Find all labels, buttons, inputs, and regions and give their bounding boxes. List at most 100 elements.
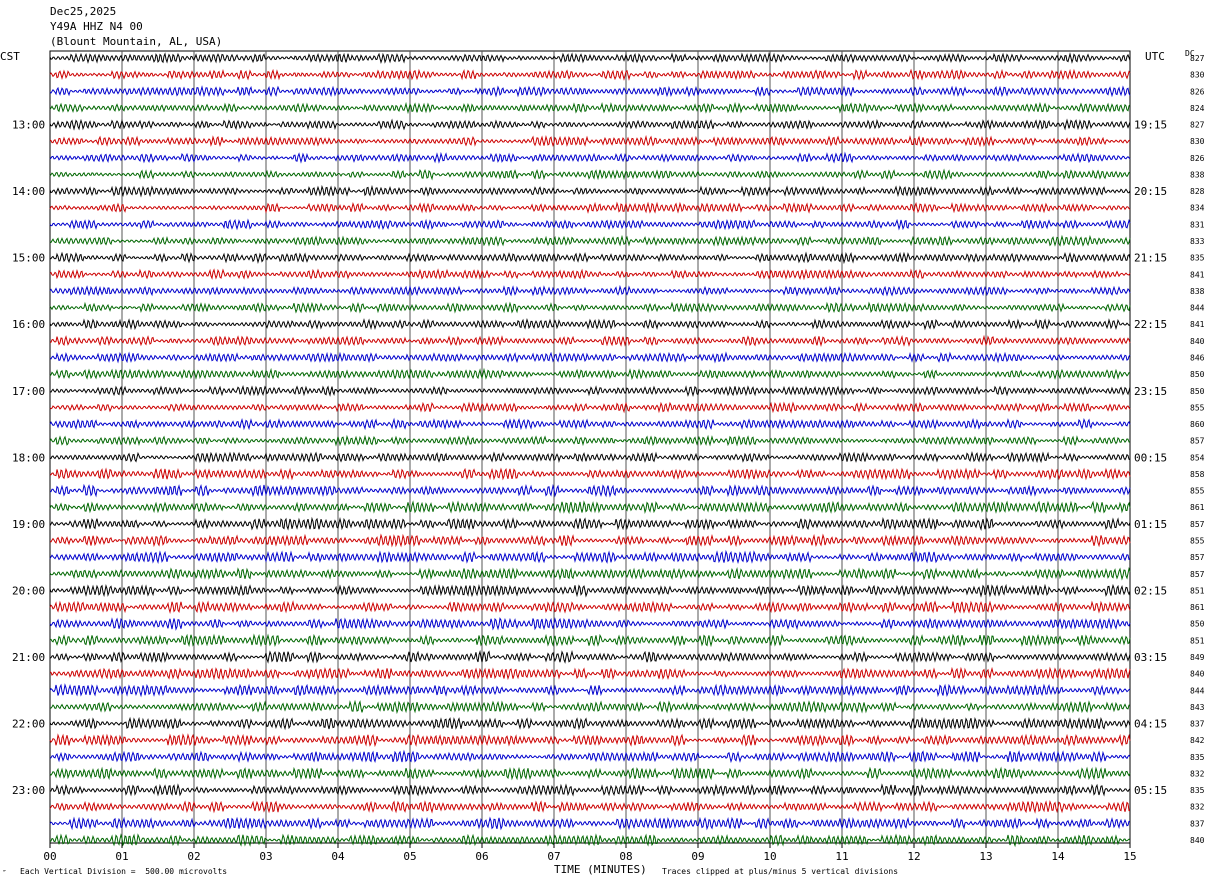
- seismic-trace: [49, 101, 1131, 115]
- dc-value: 843: [1190, 703, 1205, 712]
- seismic-trace: [49, 367, 1131, 381]
- seismic-trace: [49, 467, 1131, 481]
- right-hour-label: 05:15: [1134, 784, 1167, 797]
- right-hour-label: 02:15: [1134, 584, 1167, 597]
- dc-value: 838: [1190, 287, 1205, 296]
- dc-value: 855: [1190, 537, 1205, 546]
- seismic-trace: [49, 434, 1131, 447]
- x-tick-label: 07: [547, 850, 560, 863]
- seismic-trace: [49, 516, 1131, 531]
- seismic-trace: [49, 52, 1131, 65]
- seismic-trace: [49, 234, 1131, 247]
- left-hour-label: 14:00: [12, 185, 45, 198]
- dc-value: 846: [1190, 353, 1205, 362]
- corner-mark: ″: [2, 869, 7, 878]
- seismic-trace: [49, 351, 1131, 364]
- dc-value: 826: [1190, 154, 1205, 163]
- seismic-trace: [49, 500, 1131, 515]
- x-tick-label: 00: [43, 850, 56, 863]
- seismic-trace: [50, 483, 1131, 498]
- x-tick-label: 08: [619, 850, 632, 863]
- dc-value: 832: [1190, 803, 1205, 812]
- left-hour-label: 15:00: [12, 252, 45, 265]
- dc-value: 850: [1190, 387, 1205, 396]
- dc-value: 861: [1190, 503, 1205, 512]
- seismic-trace: [49, 600, 1131, 615]
- header-date: Dec25,2025: [50, 5, 117, 18]
- seismic-trace: [50, 633, 1131, 648]
- dc-value: 858: [1190, 470, 1205, 479]
- seismic-trace: [49, 617, 1131, 631]
- dc-value: 827: [1190, 54, 1205, 63]
- right-hour-label: 01:15: [1134, 518, 1167, 531]
- dc-value: 842: [1190, 736, 1205, 745]
- left-hour-label: 19:00: [12, 518, 45, 531]
- seismic-trace: [49, 201, 1131, 214]
- dc-column-label: DC: [1185, 49, 1195, 58]
- dc-value: 833: [1190, 237, 1205, 246]
- seismic-trace: [49, 533, 1131, 548]
- right-hour-label: 04:15: [1134, 718, 1167, 731]
- seismic-trace: [49, 816, 1131, 831]
- dc-value: 849: [1190, 653, 1205, 662]
- x-tick-label: 01: [115, 850, 128, 863]
- x-tick-label: 04: [331, 850, 345, 863]
- dc-value: 855: [1190, 487, 1205, 496]
- seismic-trace: [49, 549, 1131, 564]
- x-tick-label: 13: [979, 850, 992, 863]
- left-hour-label: 20:00: [12, 584, 45, 597]
- dc-value: 857: [1190, 553, 1205, 562]
- seismic-trace: [49, 334, 1131, 347]
- seismic-trace: [49, 251, 1131, 265]
- dc-value: 857: [1190, 437, 1205, 446]
- left-hour-label: 18:00: [12, 451, 45, 464]
- seismic-trace: [49, 716, 1131, 731]
- dc-value: 828: [1190, 187, 1205, 196]
- dc-value: 835: [1190, 753, 1205, 762]
- x-tick-label: 15: [1123, 850, 1136, 863]
- dc-value: 830: [1190, 137, 1205, 146]
- dc-value: 835: [1190, 786, 1205, 795]
- x-tick-label: 14: [1051, 850, 1065, 863]
- seismic-trace: [49, 649, 1131, 664]
- right-hour-label: 23:15: [1134, 385, 1167, 398]
- seismic-trace: [49, 451, 1131, 464]
- seismic-trace: [49, 385, 1131, 397]
- seismic-trace: [49, 401, 1131, 414]
- dc-value: 837: [1190, 720, 1205, 729]
- x-tick-label: 12: [907, 850, 920, 863]
- dc-value: 824: [1190, 104, 1205, 113]
- seismic-trace: [49, 833, 1131, 848]
- left-hour-label: 17:00: [12, 385, 45, 398]
- dc-value: 841: [1190, 320, 1205, 329]
- seismic-trace: [49, 268, 1131, 281]
- seismic-trace: [49, 733, 1131, 748]
- seismic-trace: [49, 317, 1131, 331]
- left-hour-label: 13:00: [12, 119, 45, 132]
- scale-note: Each Vertical Division = 500.00 microvol…: [20, 867, 228, 876]
- dc-value: 850: [1190, 620, 1205, 629]
- seismic-trace: [49, 85, 1131, 98]
- right-timezone-label: UTC: [1145, 50, 1165, 63]
- header-station: Y49A HHZ N4 00: [50, 20, 143, 33]
- seismic-trace: [49, 766, 1131, 781]
- left-hour-label: 22:00: [12, 718, 45, 731]
- seismic-trace: [49, 683, 1131, 698]
- header-location: (Blount Mountain, AL, USA): [50, 35, 223, 48]
- left-timezone-label: CST: [0, 50, 20, 63]
- seismic-trace: [49, 566, 1131, 581]
- right-hour-label: 19:15: [1134, 119, 1167, 132]
- seismic-trace: [49, 284, 1131, 297]
- seismic-trace: [49, 783, 1131, 797]
- seismic-trace: [49, 68, 1131, 81]
- right-hour-label: 00:15: [1134, 451, 1167, 464]
- dc-value: 851: [1190, 586, 1205, 595]
- seismic-trace: [49, 134, 1131, 148]
- dc-value: 857: [1190, 570, 1205, 579]
- dc-value: 850: [1190, 370, 1205, 379]
- left-hour-label: 16:00: [12, 318, 45, 331]
- dc-value: 857: [1190, 520, 1205, 529]
- right-hour-label: 03:15: [1134, 651, 1167, 664]
- dc-value: 840: [1190, 337, 1205, 346]
- seismic-trace: [49, 800, 1130, 814]
